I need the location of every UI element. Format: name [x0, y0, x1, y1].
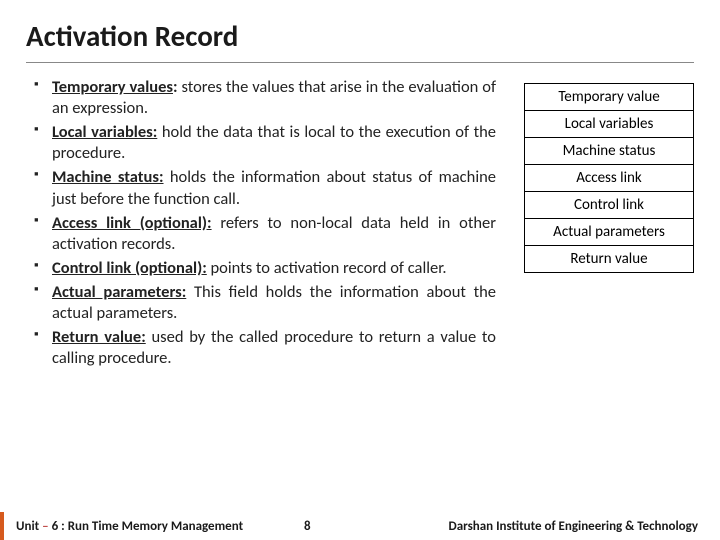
footer-unit: Unit–6 : Run Time Memory Management: [10, 519, 243, 534]
list-item: Control link (optional): points to activ…: [34, 258, 496, 279]
list-item: Access link (optional): refers to non-lo…: [34, 213, 496, 255]
bullet-list: Temporary values: stores the values that…: [26, 77, 496, 372]
bullet-term: Access link (optional):: [52, 213, 212, 233]
accent-bar: [0, 512, 4, 540]
bullet-term: Temporary values:: [52, 77, 178, 97]
unit-label: Unit: [16, 519, 39, 534]
list-item: Machine status: holds the information ab…: [34, 167, 496, 209]
activation-record-diagram: Temporary valueLocal variablesMachine st…: [524, 77, 694, 372]
footer-institute: Darshan Institute of Engineering & Techn…: [449, 519, 720, 534]
bullet-term: Actual parameters:: [52, 282, 186, 302]
bullet-term: Control link (optional):: [52, 258, 207, 278]
footer: Unit–6 : Run Time Memory Management 8 Da…: [0, 512, 720, 540]
diagram-cell: Return value: [524, 246, 694, 273]
bullet-text: points to activation record of caller.: [207, 258, 447, 278]
diagram-cell: Temporary value: [524, 83, 694, 111]
bullet-term: Machine status:: [52, 167, 164, 187]
diagram-cell: Local variables: [524, 111, 694, 138]
list-item: Local variables: hold the data that is l…: [34, 122, 496, 164]
list-item: Actual parameters: This field holds the …: [34, 282, 496, 324]
diagram-cell: Actual parameters: [524, 219, 694, 246]
unit-dash: –: [39, 519, 51, 534]
slide: Activation Record Temporary values: stor…: [0, 0, 720, 540]
bullet-term: Return value:: [52, 327, 146, 347]
diagram-cell: Control link: [524, 192, 694, 219]
list-item: Return value: used by the called procedu…: [34, 327, 496, 369]
diagram-cell: Machine status: [524, 138, 694, 165]
unit-rest: 6 : Run Time Memory Management: [52, 519, 243, 534]
page-number: 8: [304, 519, 311, 534]
list-item: Temporary values: stores the values that…: [34, 77, 496, 119]
page-title: Activation Record: [26, 18, 694, 63]
content-area: Temporary values: stores the values that…: [26, 77, 694, 372]
bullet-term: Local variables:: [52, 122, 157, 142]
diagram-cell: Access link: [524, 165, 694, 192]
